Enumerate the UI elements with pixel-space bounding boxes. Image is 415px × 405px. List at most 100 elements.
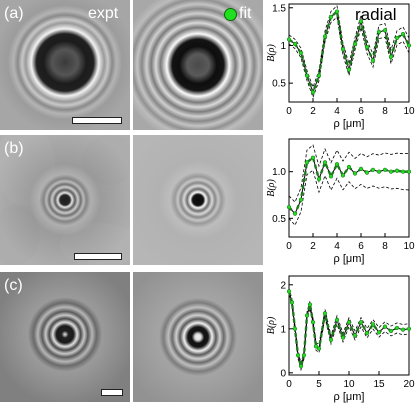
data-point [371,59,375,63]
data-point [371,168,375,172]
data-point [401,32,405,36]
panel-label-a: (a) [4,6,24,22]
y-axis-label: B(ρ) [266,44,277,62]
data-point [305,74,309,78]
data-point [377,30,381,34]
y-axis-label: B(ρ) [266,179,277,197]
x-tick-label: 8 [382,106,388,117]
data-point [293,42,297,46]
data-point [401,328,405,332]
data-point [317,347,321,351]
x-tick-label: 0 [286,106,292,117]
x-tick-label: 0 [286,241,292,252]
y-tick-label: 2 [280,280,286,291]
y-tick-label: 0.5 [272,214,286,225]
fit-image-b-svg [133,135,263,265]
data-point [389,55,393,59]
x-tick-label: 0 [286,379,292,390]
data-point [347,68,351,72]
data-point [353,42,357,46]
data-point [407,327,411,331]
data-point [335,318,339,322]
x-axis-label: ρ [μm] [334,253,365,265]
plot-frame [289,139,409,237]
data-point [329,15,333,19]
scale-bar-c [101,389,123,396]
y-tick-label: 1 [280,41,286,52]
expt-label: expt [88,6,118,22]
data-point [296,353,300,357]
panel-label-b: (b) [4,141,24,157]
data-point [317,177,321,181]
fit-line [289,291,409,366]
fit-marker-icon [224,8,237,21]
data-point [395,326,399,330]
x-tick-label: 10 [403,241,415,252]
data-point [341,336,345,340]
data-point [395,36,399,40]
data-point [365,331,369,335]
fit-label: fit [239,6,251,22]
y-tick-label: 0 [280,368,286,379]
x-tick-label: 4 [334,241,340,252]
data-point [305,161,309,165]
data-point [359,167,363,171]
data-point [329,175,333,179]
data-point [383,29,387,33]
data-point [407,170,411,174]
data-point [365,171,369,175]
plot-svg: 0 5 10 15 20 0 1 2 ρ [μm] B(ρ) [267,272,415,405]
plot-frame [289,276,409,375]
data-point [323,35,327,39]
data-point [311,156,315,160]
data-point [293,212,297,216]
data-point [353,334,357,338]
data-point [377,331,381,335]
plot-svg: 0 2 4 6 8 10 0.5 1.0 ρ [μm] B(ρ) [267,135,415,267]
data-point [293,327,297,331]
y-tick-label: 1.0 [272,167,286,178]
x-tick-label: 10 [343,379,355,390]
x-tick-label: 2 [310,106,316,117]
data-point [308,303,312,307]
data-point [335,162,339,166]
panel-label-c: (c) [4,278,23,294]
data-point [341,47,345,51]
data-point [395,169,399,173]
radial-plot-b: 0 2 4 6 8 10 0.5 1.0 ρ [μm] B(ρ) [267,135,415,267]
data-point [401,170,405,174]
data-point [389,329,393,333]
data-point [290,301,294,305]
data-point [383,325,387,329]
x-tick-label: 8 [382,241,388,252]
data-point [347,320,351,324]
data-point [323,312,327,316]
data-point [287,290,291,294]
data-point [359,320,363,324]
x-axis-label: ρ [μm] [334,118,365,130]
x-tick-label: 5 [316,379,322,390]
x-tick-label: 6 [358,106,364,117]
fit-image-c [133,272,263,402]
x-tick-label: 15 [373,379,385,390]
data-point [377,170,381,174]
data-point [383,168,387,172]
data-point [323,161,327,165]
data-point [287,205,291,209]
scale-bar-b [74,253,122,260]
y-tick-label: 0.5 [272,79,286,90]
data-point [389,170,393,174]
plot-title: radial [355,6,397,23]
data-point [371,323,375,327]
x-tick-label: 2 [310,241,316,252]
lower-bound-line [289,170,409,225]
data-point [287,38,291,42]
data-point [305,314,309,318]
y-tick-label: 1 [280,324,286,335]
radial-plot-c: 0 5 10 15 20 0 1 2 ρ [μm] B(ρ) [267,272,415,405]
data-point [329,338,333,342]
data-point [299,364,303,368]
x-axis-label: ρ [μm] [334,391,365,403]
y-axis-label: B(ρ) [266,316,277,334]
data-point [311,90,315,94]
